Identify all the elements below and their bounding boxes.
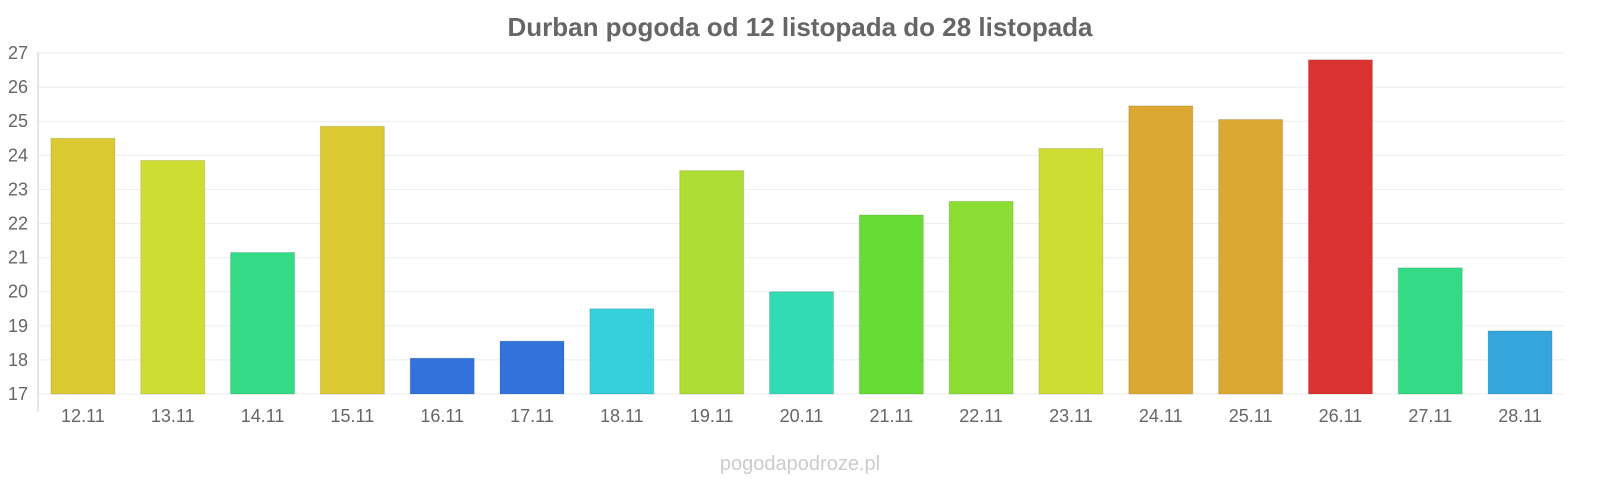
x-tick-label: 14.11 <box>241 406 285 426</box>
bar-23.11 <box>1038 147 1104 395</box>
x-tick-label: 16.11 <box>420 406 464 426</box>
x-tick-label: 26.11 <box>1319 406 1363 426</box>
x-tick-label: 12.11 <box>61 406 105 426</box>
bar-12.11 <box>50 137 116 395</box>
x-tick-label: 23.11 <box>1049 406 1093 426</box>
y-tick-label: 23 <box>8 179 28 199</box>
y-tick-label: 20 <box>8 282 28 302</box>
bar-27.11 <box>1397 267 1463 395</box>
x-tick-label: 20.11 <box>780 406 824 426</box>
bar-16.11 <box>409 357 475 395</box>
x-tick-label: 28.11 <box>1498 406 1542 426</box>
bar-19.11 <box>679 170 745 395</box>
bar-18.11 <box>589 308 655 395</box>
x-tick-label: 25.11 <box>1229 406 1273 426</box>
y-tick-label: 27 <box>8 43 28 63</box>
bar-24.11 <box>1128 105 1194 395</box>
y-tick-label: 17 <box>8 384 28 404</box>
bar-20.11 <box>769 291 834 395</box>
chart-title: Durban pogoda od 12 listopada do 28 list… <box>507 12 1093 42</box>
y-tick-label: 22 <box>8 214 28 234</box>
bar-22.11 <box>948 200 1014 395</box>
y-axis-ticks: 17 18 19 20 21 22 23 24 25 26 27 <box>8 43 28 404</box>
x-tick-label: 13.11 <box>151 406 195 426</box>
bar-28.11 <box>1487 330 1553 395</box>
x-tick-label: 27.11 <box>1408 406 1452 426</box>
watermark: pogodapodroze.pl <box>720 453 880 475</box>
bar-17.11 <box>499 340 565 395</box>
bar-21.11 <box>858 214 924 395</box>
bars <box>50 59 1553 395</box>
bar-15.11 <box>319 125 385 395</box>
y-tick-label: 26 <box>8 77 28 97</box>
y-tick-label: 18 <box>8 350 28 370</box>
x-tick-label: 22.11 <box>959 406 1003 426</box>
y-tick-label: 21 <box>8 248 28 268</box>
x-tick-label: 21.11 <box>869 406 913 426</box>
y-tick-label: 25 <box>8 111 28 131</box>
x-tick-label: 24.11 <box>1139 406 1183 426</box>
bar-25.11 <box>1218 118 1284 395</box>
x-tick-label: 17.11 <box>510 406 554 426</box>
x-axis-ticks: 12.11 13.11 14.11 15.11 16.11 17.11 18.11 19.11… <box>61 406 1542 426</box>
x-tick-label: 15.11 <box>331 406 375 426</box>
bar-26.11 <box>1307 59 1373 395</box>
y-tick-label: 24 <box>8 145 28 165</box>
bar-14.11 <box>230 251 296 395</box>
bar-13.11 <box>140 159 206 395</box>
y-tick-label: 19 <box>8 316 28 336</box>
x-tick-label: 18.11 <box>600 406 644 426</box>
x-tick-label: 19.11 <box>690 406 734 426</box>
